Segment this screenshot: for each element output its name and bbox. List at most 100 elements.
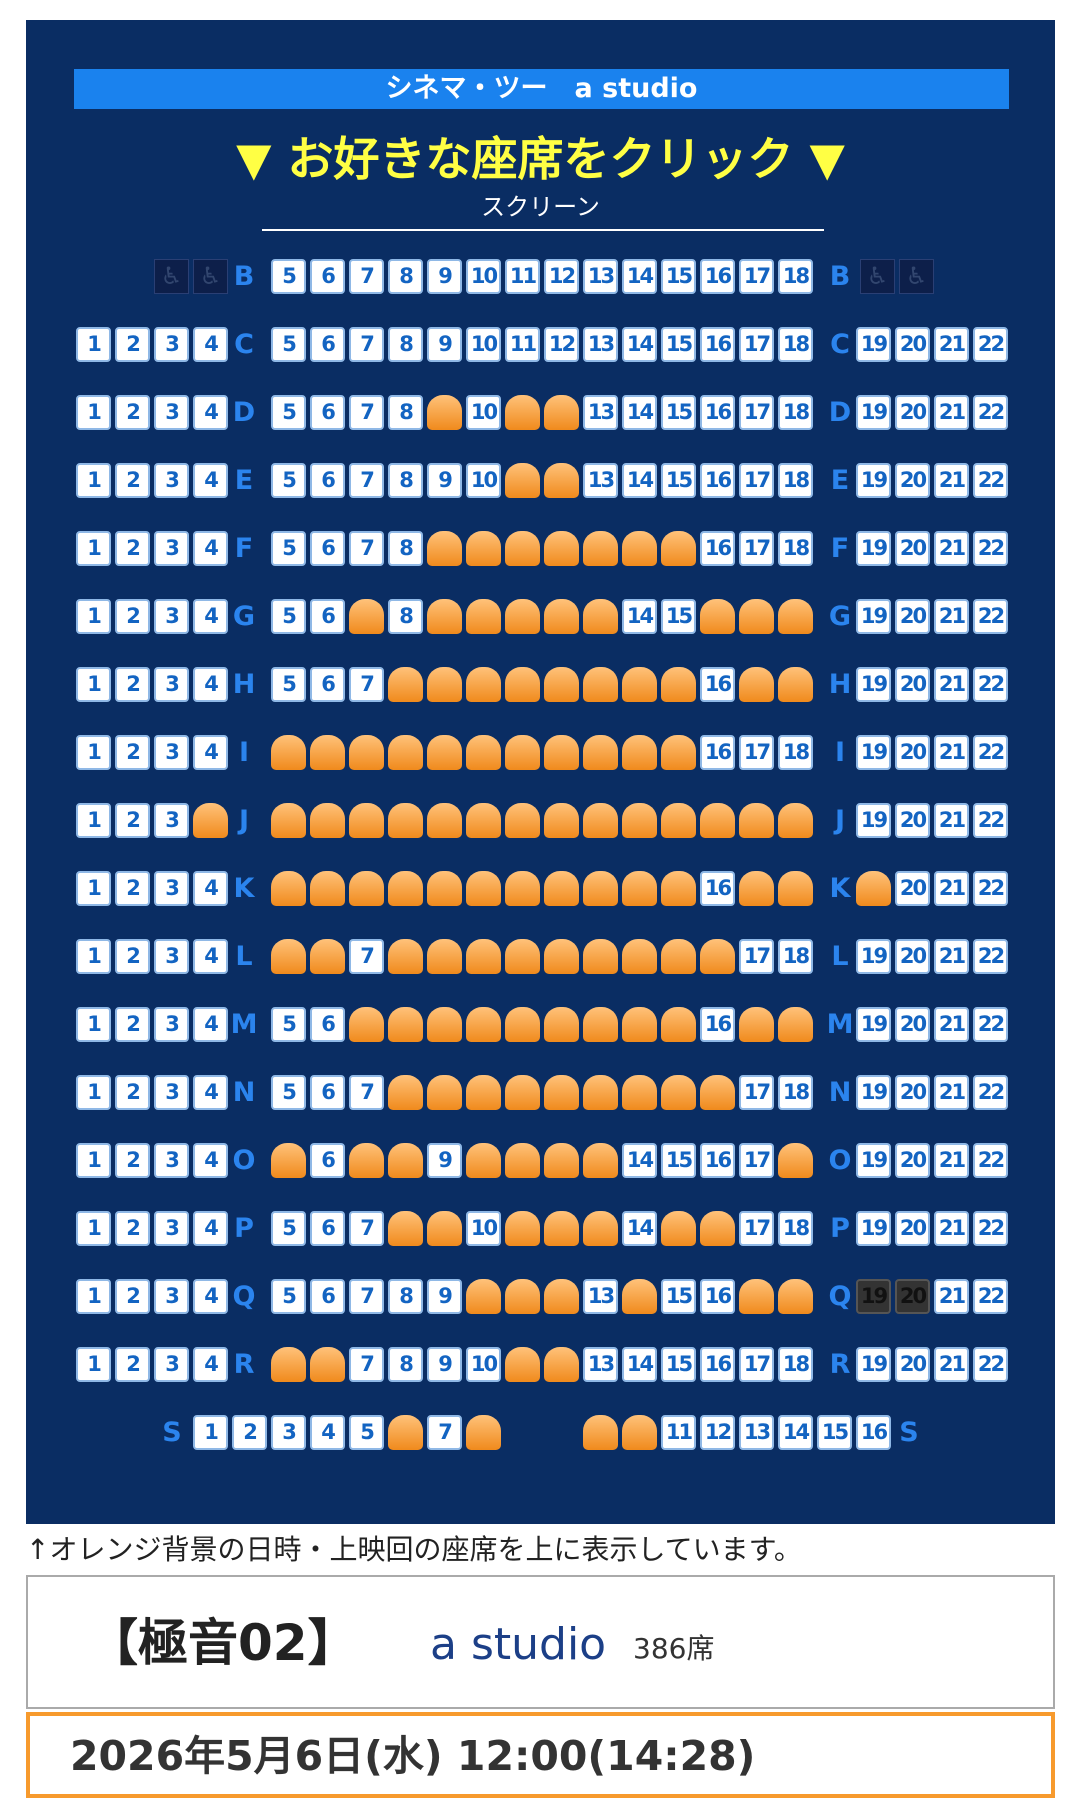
seat-O1[interactable]: 1 [76, 1143, 111, 1178]
seat-B13[interactable]: 13 [583, 259, 618, 294]
seat-O20[interactable]: 20 [895, 1143, 930, 1178]
seat-P17[interactable]: 17 [739, 1211, 774, 1246]
seat-B12[interactable]: 12 [544, 259, 579, 294]
seat-L3[interactable]: 3 [154, 939, 189, 974]
seat-B14[interactable]: 14 [622, 259, 657, 294]
seat-M16[interactable]: 16 [700, 1007, 735, 1042]
seat-K4[interactable]: 4 [193, 871, 228, 906]
seat-D6[interactable]: 6 [310, 395, 345, 430]
seat-F20[interactable]: 20 [895, 531, 930, 566]
seat-R17[interactable]: 17 [739, 1347, 774, 1382]
seat-R13[interactable]: 13 [583, 1347, 618, 1382]
seat-C19[interactable]: 19 [856, 327, 891, 362]
seat-P21[interactable]: 21 [934, 1211, 969, 1246]
seat-C8[interactable]: 8 [388, 327, 423, 362]
seat-F21[interactable]: 21 [934, 531, 969, 566]
seat-C16[interactable]: 16 [700, 327, 735, 362]
seat-C15[interactable]: 15 [661, 327, 696, 362]
seat-I17[interactable]: 17 [739, 735, 774, 770]
seat-H2[interactable]: 2 [115, 667, 150, 702]
seat-D22[interactable]: 22 [973, 395, 1008, 430]
seat-P20[interactable]: 20 [895, 1211, 930, 1246]
seat-K22[interactable]: 22 [973, 871, 1008, 906]
seat-K3[interactable]: 3 [154, 871, 189, 906]
seat-F6[interactable]: 6 [310, 531, 345, 566]
seat-S7[interactable]: 7 [427, 1415, 462, 1450]
seat-E22[interactable]: 22 [973, 463, 1008, 498]
seat-M6[interactable]: 6 [310, 1007, 345, 1042]
seat-Q2[interactable]: 2 [115, 1279, 150, 1314]
seat-P14[interactable]: 14 [622, 1211, 657, 1246]
seat-R21[interactable]: 21 [934, 1347, 969, 1382]
seat-P19[interactable]: 19 [856, 1211, 891, 1246]
seat-I19[interactable]: 19 [856, 735, 891, 770]
seat-P3[interactable]: 3 [154, 1211, 189, 1246]
seat-C14[interactable]: 14 [622, 327, 657, 362]
seat-O6[interactable]: 6 [310, 1143, 345, 1178]
seat-O4[interactable]: 4 [193, 1143, 228, 1178]
seat-I16[interactable]: 16 [700, 735, 735, 770]
seat-G22[interactable]: 22 [973, 599, 1008, 634]
seat-F4[interactable]: 4 [193, 531, 228, 566]
seat-B17[interactable]: 17 [739, 259, 774, 294]
seat-F7[interactable]: 7 [349, 531, 384, 566]
seat-E8[interactable]: 8 [388, 463, 423, 498]
seat-N20[interactable]: 20 [895, 1075, 930, 1110]
seat-Q6[interactable]: 6 [310, 1279, 345, 1314]
seat-M20[interactable]: 20 [895, 1007, 930, 1042]
seat-L7[interactable]: 7 [349, 939, 384, 974]
seat-Q8[interactable]: 8 [388, 1279, 423, 1314]
seat-B11[interactable]: 11 [505, 259, 540, 294]
seat-O19[interactable]: 19 [856, 1143, 891, 1178]
wheelchair-icon[interactable]: ♿ [860, 259, 895, 294]
seat-S15[interactable]: 15 [817, 1415, 852, 1450]
wheelchair-icon[interactable]: ♿ [193, 259, 228, 294]
seat-C1[interactable]: 1 [76, 327, 111, 362]
seat-J20[interactable]: 20 [895, 803, 930, 838]
seat-P4[interactable]: 4 [193, 1211, 228, 1246]
seat-N2[interactable]: 2 [115, 1075, 150, 1110]
seat-Q5[interactable]: 5 [271, 1279, 306, 1314]
seat-C5[interactable]: 5 [271, 327, 306, 362]
seat-P5[interactable]: 5 [271, 1211, 306, 1246]
seat-I22[interactable]: 22 [973, 735, 1008, 770]
seat-G14[interactable]: 14 [622, 599, 657, 634]
wheelchair-icon[interactable]: ♿ [154, 259, 189, 294]
seat-D1[interactable]: 1 [76, 395, 111, 430]
seat-E15[interactable]: 15 [661, 463, 696, 498]
showtime-box[interactable]: 2026年5月6日(水) 12:00(14:28) [26, 1712, 1055, 1798]
seat-I4[interactable]: 4 [193, 735, 228, 770]
seat-F17[interactable]: 17 [739, 531, 774, 566]
seat-H3[interactable]: 3 [154, 667, 189, 702]
seat-R14[interactable]: 14 [622, 1347, 657, 1382]
seat-H16[interactable]: 16 [700, 667, 735, 702]
seat-S3[interactable]: 3 [271, 1415, 306, 1450]
seat-S13[interactable]: 13 [739, 1415, 774, 1450]
seat-H1[interactable]: 1 [76, 667, 111, 702]
seat-H20[interactable]: 20 [895, 667, 930, 702]
seat-L19[interactable]: 19 [856, 939, 891, 974]
seat-C4[interactable]: 4 [193, 327, 228, 362]
seat-G8[interactable]: 8 [388, 599, 423, 634]
seat-J2[interactable]: 2 [115, 803, 150, 838]
seat-E7[interactable]: 7 [349, 463, 384, 498]
seat-R20[interactable]: 20 [895, 1347, 930, 1382]
seat-S11[interactable]: 11 [661, 1415, 696, 1450]
seat-G15[interactable]: 15 [661, 599, 696, 634]
seat-N1[interactable]: 1 [76, 1075, 111, 1110]
seat-J22[interactable]: 22 [973, 803, 1008, 838]
seat-S14[interactable]: 14 [778, 1415, 813, 1450]
seat-H19[interactable]: 19 [856, 667, 891, 702]
seat-B8[interactable]: 8 [388, 259, 423, 294]
seat-H4[interactable]: 4 [193, 667, 228, 702]
seat-Q9[interactable]: 9 [427, 1279, 462, 1314]
seat-F5[interactable]: 5 [271, 531, 306, 566]
seat-M5[interactable]: 5 [271, 1007, 306, 1042]
seat-L1[interactable]: 1 [76, 939, 111, 974]
seat-K2[interactable]: 2 [115, 871, 150, 906]
seat-H21[interactable]: 21 [934, 667, 969, 702]
seat-Q22[interactable]: 22 [973, 1279, 1008, 1314]
seat-R9[interactable]: 9 [427, 1347, 462, 1382]
seat-C17[interactable]: 17 [739, 327, 774, 362]
seat-O17[interactable]: 17 [739, 1143, 774, 1178]
